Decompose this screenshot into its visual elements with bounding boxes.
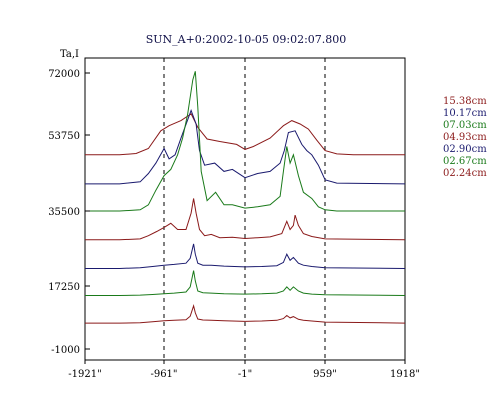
chart-title: SUN_A+0:2002-10-05 09:02:07.800 — [146, 33, 347, 46]
legend-entry-04.93cm: 04.93cm — [443, 132, 487, 143]
legend-entry-02.24cm: 02.24cm — [443, 168, 487, 179]
legend-entry-10.17cm: 10.17cm — [443, 108, 487, 119]
y-tick-label-3: 17250 — [48, 282, 80, 293]
x-tick-label-1: -961" — [150, 369, 177, 380]
series-line-02.67cm — [85, 270, 406, 296]
series-line-02.90cm — [85, 243, 406, 269]
series-line-15.38cm — [85, 113, 405, 156]
series-line-04.93cm — [85, 198, 406, 241]
y-tick-label-2: 35500 — [48, 207, 80, 218]
series-line-10.17cm — [85, 108, 406, 185]
x-tick-label-2: -1" — [238, 369, 252, 380]
x-tick-label-4: 1918" — [390, 369, 420, 380]
y-tick-label-1: 53750 — [48, 131, 80, 142]
dashed-reference-lines — [163, 58, 326, 360]
legend-entry-02.67cm: 02.67cm — [443, 156, 487, 167]
series-line-02.24cm — [85, 303, 406, 324]
y-axis-ticks: 72000 53750 35500 17250 -1000 — [48, 69, 90, 356]
x-tick-label-3: 959" — [313, 369, 337, 380]
y-axis-label: Ta,I — [60, 49, 79, 60]
legend-entry-15.38cm: 15.38cm — [443, 96, 487, 107]
x-tick-label-0: -1921" — [68, 369, 101, 380]
legend: 15.38cm10.17cm07.03cm04.93cm02.90cm02.67… — [443, 96, 487, 179]
x-axis-ticks: -1921" -961" -1" 959" 1918" — [68, 360, 420, 380]
series-layer — [85, 71, 406, 324]
series-line-07.03cm — [85, 71, 405, 212]
legend-entry-02.90cm: 02.90cm — [443, 144, 487, 155]
y-tick-label-0: 72000 — [48, 69, 80, 80]
y-tick-label-4: -1000 — [51, 345, 80, 356]
legend-entry-07.03cm: 07.03cm — [443, 120, 487, 131]
